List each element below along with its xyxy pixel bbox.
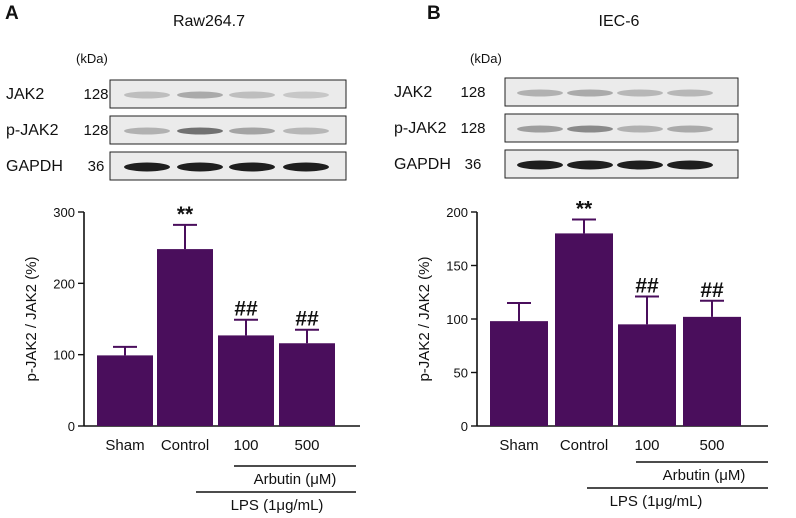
cell-line-title: IEC-6 [599, 13, 640, 30]
kda-label: (kDa) [470, 51, 502, 66]
panel-letter: A [5, 3, 19, 24]
blot-band [124, 162, 170, 172]
protein-label: JAK2 [394, 84, 432, 101]
arbutin-label: Arbutin (μM) [663, 467, 746, 484]
molecular-weight-label: 36 [88, 158, 105, 175]
x-category-label: 500 [294, 437, 319, 454]
blot-band [283, 162, 329, 172]
bar [618, 324, 676, 426]
blot-band [229, 127, 275, 135]
blot-band [517, 89, 563, 97]
bar [218, 335, 274, 426]
panel-a: A Raw264.7 (kDa) JAK2 128 p-JAK2 128 GAPDH 36 0 10… [5, 3, 360, 514]
protein-label: p-JAK2 [6, 122, 59, 139]
bar [555, 233, 613, 426]
blot-band [124, 91, 170, 99]
panel-b: B IEC-6 (kDa) JAK2 128 p-JAK2 128 GAPDH 36 0 50 100… [394, 3, 768, 510]
y-tick-label: 100 [446, 312, 468, 327]
bar [157, 249, 213, 426]
blot-band [567, 89, 613, 97]
significance-marker: ## [234, 298, 258, 321]
x-category-label: 100 [634, 437, 659, 454]
lps-label: LPS (1μg/mL) [231, 497, 324, 514]
blot-band [567, 125, 613, 133]
blot-band [124, 127, 170, 135]
blot-band [229, 91, 275, 99]
protein-label: JAK2 [6, 86, 44, 103]
blot-band [667, 125, 713, 133]
blot-band [177, 91, 223, 99]
blot-strip [109, 115, 347, 145]
y-tick-label: 0 [461, 419, 468, 434]
y-tick-label: 200 [53, 276, 75, 291]
significance-marker: ## [635, 275, 659, 298]
blot-band [229, 162, 275, 172]
significance-marker: ** [576, 197, 593, 220]
blot-band [617, 89, 663, 97]
molecular-weight-label: 128 [83, 122, 108, 139]
y-tick-label: 300 [53, 205, 75, 220]
bar [97, 355, 153, 426]
cell-line-title: Raw264.7 [173, 13, 245, 30]
blot-band [177, 127, 223, 135]
x-category-label: 500 [699, 437, 724, 454]
bar [490, 321, 548, 426]
protein-label: GAPDH [394, 156, 451, 173]
blot-band [517, 160, 563, 170]
bar [279, 343, 335, 426]
x-category-label: Control [161, 437, 209, 454]
significance-marker: ## [295, 308, 319, 331]
molecular-weight-label: 128 [460, 84, 485, 101]
blot-band [667, 160, 713, 170]
y-tick-label: 150 [446, 259, 468, 274]
blot-band [617, 125, 663, 133]
y-tick-label: 100 [53, 348, 75, 363]
significance-marker: ## [700, 279, 724, 302]
blot-strip [504, 77, 739, 107]
y-axis-label: p-JAK2 / JAK2 (%) [23, 256, 40, 381]
y-tick-label: 50 [454, 366, 468, 381]
blot-band [617, 160, 663, 170]
y-tick-label: 0 [68, 419, 75, 434]
bar [683, 316, 741, 426]
x-category-label: Sham [105, 437, 144, 454]
molecular-weight-label: 128 [460, 120, 485, 137]
x-category-label: 100 [233, 437, 258, 454]
kda-label: (kDa) [76, 51, 108, 66]
significance-marker: ** [177, 203, 194, 226]
panel-letter: B [427, 3, 441, 24]
x-category-label: Sham [499, 437, 538, 454]
molecular-weight-label: 128 [83, 86, 108, 103]
blot-strip [109, 79, 347, 109]
blot-band [567, 160, 613, 170]
blot-band [667, 89, 713, 97]
y-axis-label: p-JAK2 / JAK2 (%) [416, 256, 433, 381]
blot-band [517, 125, 563, 133]
blot-band [283, 91, 329, 99]
blot-band [177, 162, 223, 172]
x-category-label: Control [560, 437, 608, 454]
molecular-weight-label: 36 [465, 156, 482, 173]
lps-label: LPS (1μg/mL) [610, 493, 703, 510]
protein-label: GAPDH [6, 158, 63, 175]
arbutin-label: Arbutin (μM) [254, 471, 337, 488]
blot-band [283, 127, 329, 135]
protein-label: p-JAK2 [394, 120, 447, 137]
y-tick-label: 200 [446, 205, 468, 220]
